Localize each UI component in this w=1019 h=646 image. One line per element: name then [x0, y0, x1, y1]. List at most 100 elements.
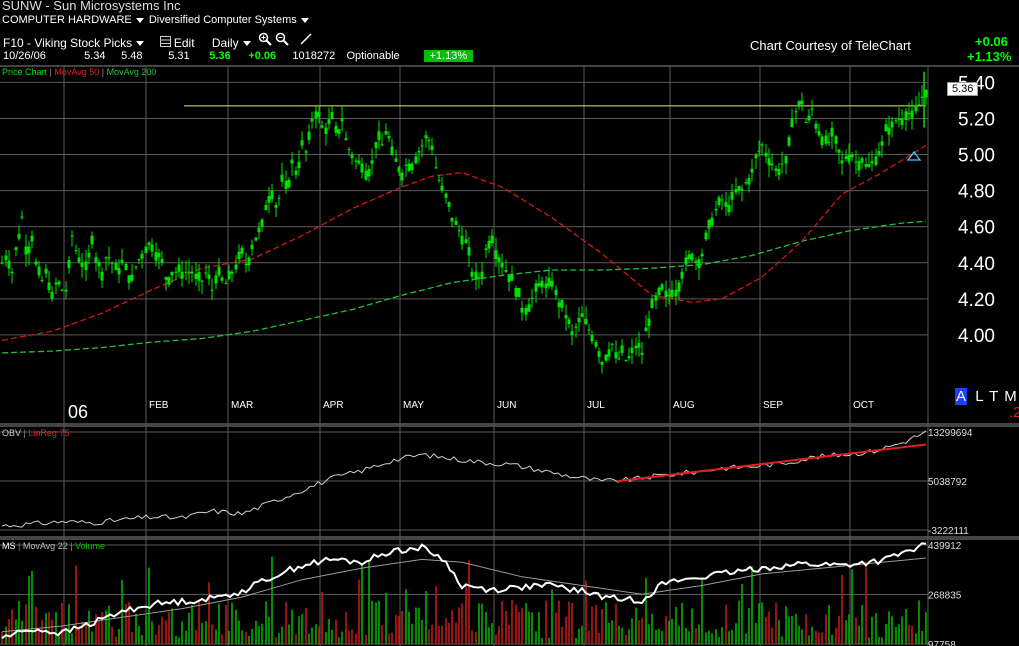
volume-bar	[391, 632, 393, 644]
price-candle	[464, 239, 468, 243]
month-label: AUG	[673, 400, 695, 411]
volume-bar	[451, 610, 453, 644]
price-candle	[727, 205, 731, 213]
volume-bar	[805, 613, 807, 644]
volume-bar	[311, 627, 313, 644]
period-dropdown[interactable]: Daily	[212, 35, 251, 50]
volume-bar	[121, 579, 123, 644]
volume-bar	[795, 613, 797, 644]
volume-bar	[318, 626, 320, 644]
price-candle	[10, 271, 14, 274]
volume-bar	[901, 616, 903, 644]
volume-bar	[881, 637, 883, 644]
volume-bar	[431, 624, 433, 644]
obv-legend: OBV | LinReg 75	[2, 428, 70, 438]
volume-bar	[511, 600, 513, 644]
price-candle	[247, 257, 251, 266]
volume-bar	[738, 600, 740, 644]
price-candle	[787, 136, 791, 146]
price-candle	[214, 275, 218, 284]
month-label: MAR	[231, 400, 253, 411]
price-candle	[600, 361, 604, 365]
price-candle	[594, 342, 598, 347]
volume-bar	[361, 565, 363, 644]
volume-bar	[175, 635, 177, 644]
price-candle	[827, 141, 831, 143]
industry-dropdown[interactable]: Diversified Computer Systems	[149, 14, 309, 26]
price-candle	[257, 227, 261, 233]
price-candle	[210, 289, 214, 291]
price-candle	[764, 152, 768, 157]
price-candle	[777, 168, 781, 175]
nav-l[interactable]: L	[975, 388, 983, 405]
volume-bar	[398, 616, 400, 644]
price-candle	[377, 131, 381, 141]
volume-bar	[301, 614, 303, 644]
volume-bar	[158, 624, 160, 644]
price-candle	[844, 156, 848, 160]
volume-bar	[58, 633, 60, 644]
nav-m[interactable]: M	[1004, 388, 1017, 405]
volume-bar	[155, 634, 157, 644]
volume-bar	[521, 608, 523, 644]
price-candle	[874, 156, 878, 165]
price-candle	[494, 250, 498, 260]
zoom-in-icon[interactable]	[258, 32, 272, 46]
obv-tick-label: 13299694	[928, 428, 973, 439]
change-abs: +0.06	[975, 34, 1008, 49]
price-candle	[864, 164, 868, 167]
price-candle	[907, 113, 911, 115]
price-candle	[294, 170, 298, 175]
sector-dropdown[interactable]: COMPUTER HARDWARE	[2, 14, 144, 26]
volume-bar	[331, 629, 333, 644]
volume-bar	[828, 605, 830, 644]
volume-bar	[765, 617, 767, 644]
price-candle	[884, 124, 888, 132]
price-candle	[440, 185, 444, 191]
price-candle	[857, 161, 861, 171]
volume-bar	[891, 616, 893, 644]
volume-bar	[245, 631, 247, 644]
price-candle	[644, 327, 648, 332]
price-tick-label: 4.40	[958, 254, 995, 275]
list-dropdown[interactable]: F10 - Viking Stock Picks	[3, 35, 145, 50]
volume-bar	[781, 636, 783, 644]
symbol: SUNW	[2, 0, 42, 13]
price-candle	[544, 283, 548, 288]
price-candle	[224, 283, 228, 285]
volume-bar	[218, 603, 220, 644]
volume-bar	[488, 627, 490, 644]
price-candle	[260, 219, 264, 227]
volume-bar	[275, 637, 277, 644]
price-candle	[770, 163, 774, 166]
volume-bar	[148, 567, 150, 644]
linreg-line	[616, 443, 927, 483]
price-candle	[674, 289, 678, 297]
volume-bar	[835, 627, 837, 644]
volume-bar	[595, 605, 597, 644]
volume-bar	[715, 629, 717, 644]
volume-bar	[51, 619, 53, 644]
nav-t[interactable]: T	[989, 388, 999, 405]
volume-bar	[561, 626, 563, 644]
volume-bar	[905, 608, 907, 644]
price-candle	[614, 352, 618, 359]
price-candle	[230, 271, 234, 274]
volume-bar	[871, 616, 873, 644]
volume-bar	[188, 612, 190, 644]
price-candle	[420, 145, 424, 147]
price-candle	[227, 271, 231, 280]
volume-bar	[908, 624, 910, 644]
volume-bar	[698, 624, 700, 644]
price-tick-label: 4.20	[958, 290, 995, 311]
month-label: SEP	[763, 400, 783, 411]
toolbar: F10 - Viking Stock Picks Edit Daily	[3, 32, 313, 50]
zoom-out-icon[interactable]	[275, 32, 289, 46]
nav-a[interactable]: A	[955, 388, 968, 405]
volume-bar	[95, 614, 97, 644]
volume-bar	[555, 612, 557, 644]
volume-bar	[375, 602, 377, 644]
pencil-icon[interactable]	[299, 32, 313, 46]
edit-button[interactable]: Edit	[159, 35, 198, 50]
